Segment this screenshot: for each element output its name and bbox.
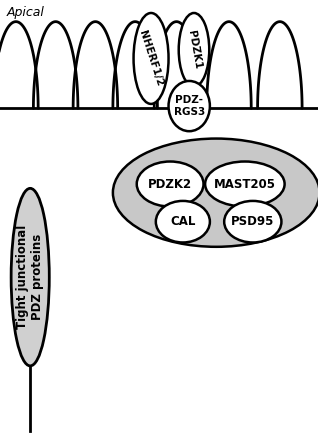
Text: MAST205: MAST205 bbox=[214, 178, 276, 191]
Text: Apical: Apical bbox=[6, 6, 44, 19]
Ellipse shape bbox=[137, 162, 204, 207]
Ellipse shape bbox=[134, 13, 169, 104]
Ellipse shape bbox=[205, 162, 285, 207]
Text: NHERF1/2: NHERF1/2 bbox=[137, 29, 165, 87]
Ellipse shape bbox=[169, 81, 210, 131]
Ellipse shape bbox=[179, 13, 209, 87]
Text: Tight junctional
PDZ proteins: Tight junctional PDZ proteins bbox=[16, 225, 44, 329]
Text: PDZK2: PDZK2 bbox=[148, 178, 192, 191]
Ellipse shape bbox=[156, 201, 210, 242]
Text: CAL: CAL bbox=[170, 215, 196, 228]
Text: PDZK1: PDZK1 bbox=[186, 30, 202, 70]
Ellipse shape bbox=[224, 201, 281, 242]
Ellipse shape bbox=[113, 139, 318, 247]
Ellipse shape bbox=[11, 188, 49, 366]
Text: PDZ-
RGS3: PDZ- RGS3 bbox=[174, 95, 205, 117]
Text: PSD95: PSD95 bbox=[231, 215, 274, 228]
